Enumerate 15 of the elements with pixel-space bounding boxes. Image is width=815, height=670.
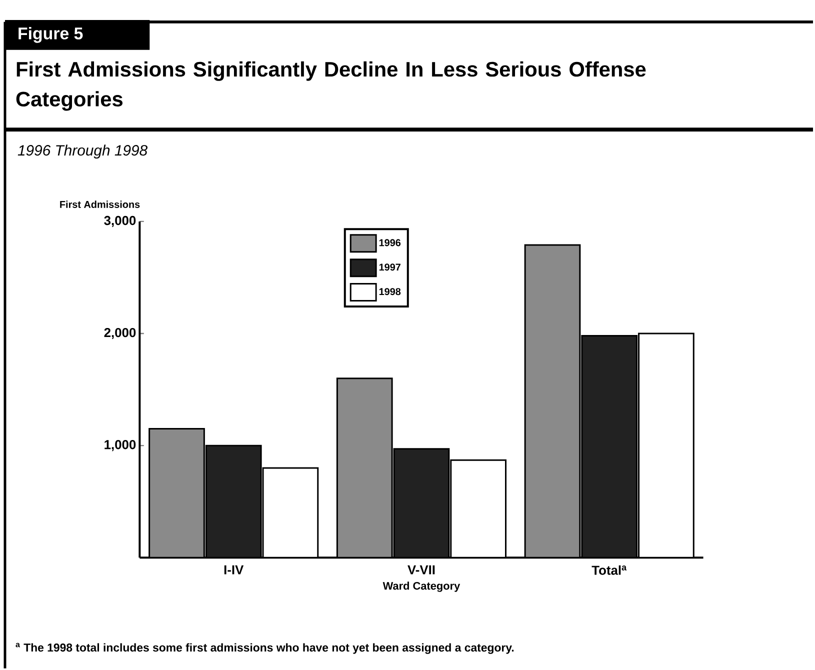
y-axis-title: First Admissions — [60, 200, 140, 208]
y-tick-label: 2,000 — [104, 328, 136, 340]
legend-label: 1998 — [379, 288, 401, 296]
x-axis-title: Ward Category — [382, 582, 460, 592]
text: $^{a}$ The 1998 total includes some first admissions who have not yet been assigned a category. — [16, 643, 514, 654]
y-tick-label: 3,000 — [104, 216, 136, 228]
legend-label: 1997 — [379, 264, 400, 271]
chart-subtitle: 1996 Through 1998 — [18, 144, 148, 159]
chart-title: First Admissions Significantly Decline In Less Serious Offense Categories — [16, 62, 646, 111]
x-tick-label: I-IV — [224, 566, 244, 574]
x-tick-label: Total$^{a}$ — [592, 566, 627, 576]
caption: Figure 5 — [18, 27, 83, 44]
x-tick-label: V-VII — [408, 566, 435, 574]
y-tick-label: 1,000 — [104, 440, 136, 452]
legend-label: 1996 — [379, 239, 401, 246]
